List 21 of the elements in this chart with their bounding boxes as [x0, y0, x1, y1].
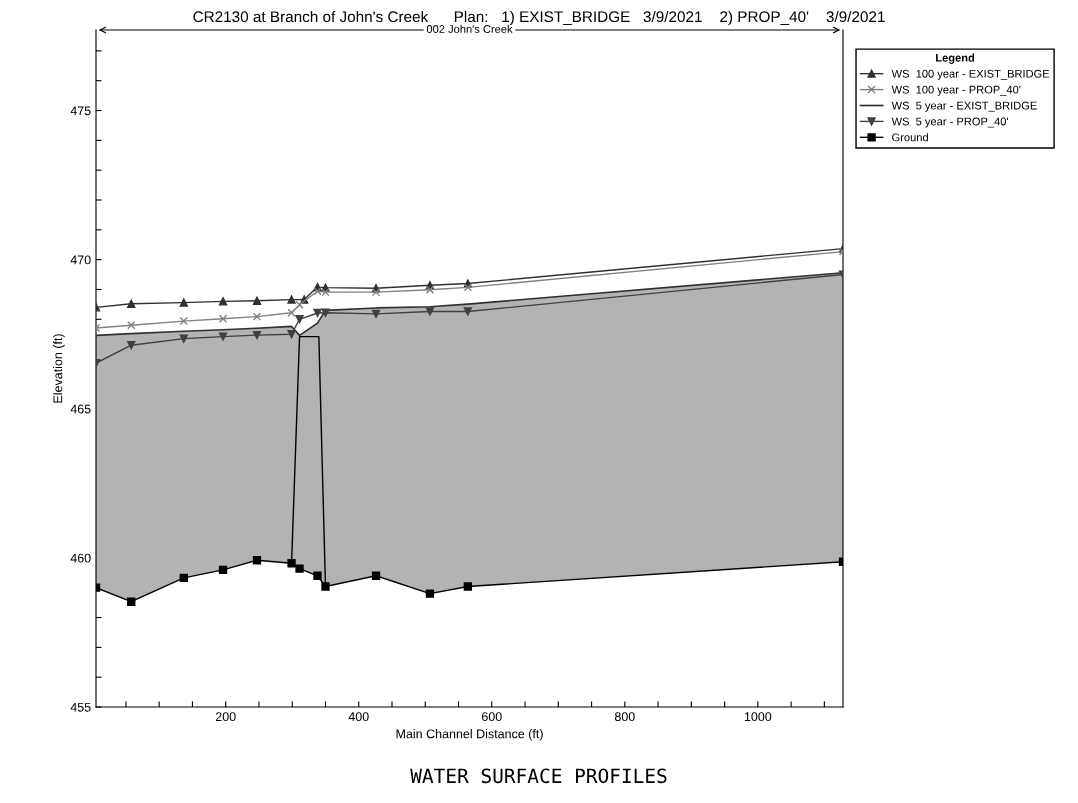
- x-axis-title: Main Channel Distance (ft): [396, 729, 543, 741]
- legend-label: WS 100 year - EXIST_BRIDGE: [891, 69, 1050, 80]
- x-tick-label: 800: [614, 712, 635, 722]
- legend-title: Legend: [936, 53, 975, 64]
- legend-label: WS 5 year - PROP_40': [891, 117, 1008, 128]
- y-tick-label: 465: [70, 404, 91, 414]
- chart-title: CR2130 at Branch of John's Creek Plan: 1) EXIST_BRIDGE 3/9/2021 2) PROP_40' 3/9/2021: [193, 10, 885, 26]
- x-tick-label: 1000: [744, 712, 772, 722]
- legend-label: Ground: [892, 133, 928, 142]
- y-axis-title: Elevation (ft): [53, 334, 65, 403]
- x-tick-label: 400: [348, 712, 369, 722]
- y-tick-label: 455: [70, 702, 91, 712]
- y-tick-label: 460: [70, 553, 91, 563]
- x-tick-label: 600: [481, 712, 502, 722]
- annotation: 002 John's Creek: [426, 24, 513, 33]
- legend-label: WS 5 year - EXIST_BRIDGE: [891, 101, 1037, 112]
- legend-label: WS 100 year - PROP_40': [891, 85, 1021, 96]
- x-tick-label: 200: [215, 712, 236, 722]
- y-tick-label: 470: [70, 255, 91, 265]
- text: WATER SURFACE PROFILES: [410, 768, 667, 784]
- y-tick-label: 475: [70, 106, 91, 116]
